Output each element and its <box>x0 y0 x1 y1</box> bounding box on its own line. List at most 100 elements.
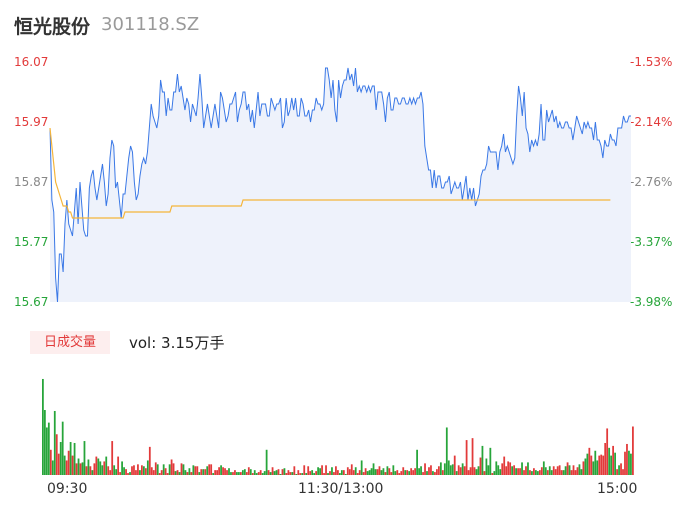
volume-bar <box>509 462 512 475</box>
volume-bar <box>87 459 90 475</box>
volume-bar <box>517 468 519 475</box>
volume-bar <box>453 455 456 475</box>
volume-bar <box>556 466 559 475</box>
volume-bar <box>600 454 603 475</box>
volume-bar <box>568 465 571 475</box>
volume-bar <box>590 455 593 475</box>
volume-bar <box>315 471 318 475</box>
volume-bar <box>527 462 529 475</box>
volume-bar <box>253 470 256 475</box>
volume-bar <box>75 463 78 475</box>
volume-bar <box>521 462 523 475</box>
volume-bar <box>51 460 54 475</box>
volume-bar <box>319 468 321 475</box>
volume-bar <box>376 469 379 475</box>
volume-bar <box>206 466 209 475</box>
volume-bar <box>400 471 403 475</box>
volume-bar <box>190 472 193 475</box>
volume-bar <box>196 466 199 475</box>
volume-bar <box>125 469 127 475</box>
volume-bar <box>287 470 290 475</box>
y-right-tick-1: -2.14% <box>630 115 673 129</box>
volume-bar <box>71 455 74 475</box>
volume-bar <box>152 470 155 475</box>
volume-bar <box>525 466 527 475</box>
volume-bar <box>503 456 506 475</box>
volume-bar <box>261 473 264 475</box>
volume-bar <box>79 463 82 475</box>
volume-bar <box>333 472 335 475</box>
volume-bar <box>172 463 175 475</box>
volume-bar <box>97 458 100 475</box>
volume-bar <box>356 473 359 475</box>
volume-bar <box>329 471 331 475</box>
volume-bar <box>271 467 274 475</box>
volume-bar <box>198 472 201 475</box>
volume-bar <box>374 469 377 475</box>
volume-bar <box>230 472 232 475</box>
volume-bar <box>317 467 319 475</box>
stock-code: 301118.SZ <box>101 14 200 35</box>
volume-bar <box>139 470 141 475</box>
volume-bar <box>550 470 553 475</box>
volume-bar <box>570 470 573 475</box>
volume-bar <box>529 470 531 475</box>
volume-bar <box>95 456 98 475</box>
volume-bar <box>247 467 250 475</box>
volume-bar <box>360 460 363 475</box>
volume-bar <box>111 441 114 475</box>
volume-bar <box>489 447 492 475</box>
volume-bar <box>293 466 296 475</box>
volume-bar <box>255 473 258 475</box>
volume-bar <box>507 461 510 475</box>
volume-bar <box>307 466 310 475</box>
volume-bar <box>410 468 413 475</box>
volume-bar <box>436 469 438 475</box>
volume-bar <box>354 467 357 475</box>
volume-bar <box>103 461 106 475</box>
volume-bar <box>45 427 48 475</box>
volume-bar <box>321 465 323 475</box>
volume-bar <box>335 466 337 475</box>
volume-bar <box>107 466 110 475</box>
volume-bar <box>168 464 171 475</box>
x-tick-midday: 11:30/13:00 <box>298 481 384 497</box>
volume-bar <box>115 469 118 475</box>
volume-bar <box>93 463 96 475</box>
y-right-tick-4: -3.98% <box>630 295 673 309</box>
volume-bar <box>370 468 373 475</box>
volume-bar <box>443 463 446 475</box>
volume-bar <box>348 469 351 475</box>
volume-bar <box>540 467 543 475</box>
volume-bar <box>519 468 521 475</box>
volume-bar <box>245 472 248 475</box>
volume-bar <box>182 464 185 475</box>
volume-bar <box>392 465 395 475</box>
volume-badge[interactable]: 日成交量 <box>30 331 110 354</box>
volume-bar <box>396 470 399 475</box>
volume-bar <box>630 453 632 475</box>
volume-bar <box>342 470 345 475</box>
volume-bar <box>610 455 613 475</box>
volume-bar <box>449 465 452 475</box>
volume-bar <box>616 469 618 475</box>
volume-bar <box>578 464 581 475</box>
volume-bar <box>434 472 436 475</box>
volume-bar <box>560 470 563 475</box>
volume-bar <box>154 462 157 475</box>
volume-bar <box>558 465 561 475</box>
volume-bar <box>447 460 450 475</box>
volume-bar <box>311 470 314 475</box>
volume-bar <box>612 445 614 475</box>
volume-bar <box>536 471 539 475</box>
volume-bar <box>83 441 86 475</box>
volume-bar <box>614 452 616 475</box>
volume-bar <box>180 463 183 475</box>
volume-bar <box>451 464 454 475</box>
volume-bar <box>49 449 52 475</box>
volume-bar <box>366 471 369 475</box>
volume-bar <box>408 471 411 475</box>
volume-bar <box>362 472 365 475</box>
volume-bar <box>390 472 393 475</box>
volume-bar <box>364 468 367 475</box>
